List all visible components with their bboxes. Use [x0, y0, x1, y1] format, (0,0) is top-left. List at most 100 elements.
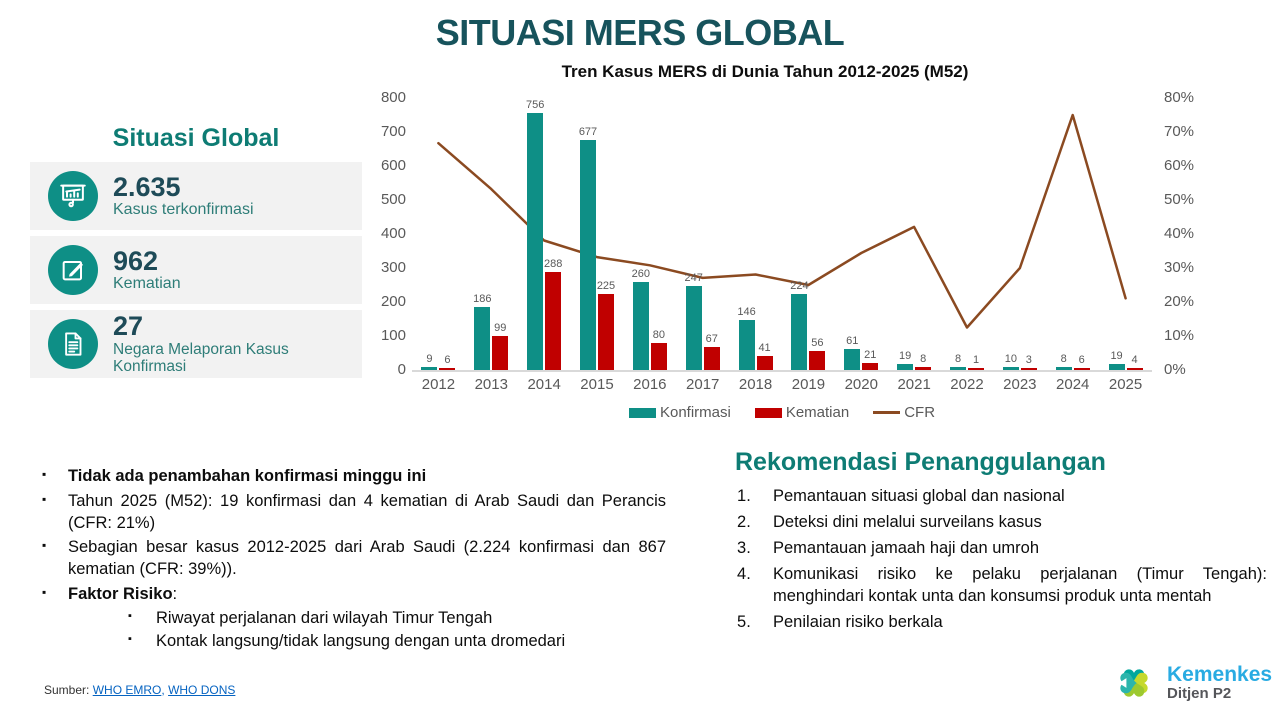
- bar-label: 61: [846, 335, 859, 348]
- bar-kematian-2015: [598, 293, 614, 370]
- bar-kematian-2022: [968, 368, 984, 370]
- bar-konfirmasi-2015: [580, 139, 596, 370]
- stat-card-countries: 27 Negara Melaporan Kasus Konfirmasi: [30, 310, 362, 378]
- bar-label: 56: [811, 336, 824, 349]
- x-axis-label: 2019: [791, 376, 826, 393]
- bar-label: 10: [1004, 352, 1017, 365]
- kemenkes-clover-icon: [1118, 669, 1148, 697]
- source-line: Sumber: WHO EMRO, WHO DONS: [44, 683, 236, 697]
- note-risk-factors: Faktor Risiko: Riwayat perjalanan dari w…: [36, 584, 666, 653]
- bar-konfirmasi-2025: [1108, 363, 1125, 370]
- bar-label: 225: [596, 279, 616, 292]
- who-emro-link[interactable]: WHO EMRO: [92, 683, 162, 697]
- logo-sub-text: Ditjen P2: [1167, 685, 1232, 703]
- x-axis-label: 2014: [527, 376, 561, 393]
- bar-label: 19: [1110, 349, 1123, 362]
- bar-konfirmasi-2018: [738, 320, 755, 370]
- stat-card-confirmed: 2.635 Kasus terkonfirmasi: [30, 162, 362, 230]
- bar-konfirmasi-2016: [632, 281, 649, 370]
- x-axis-label: 2022: [950, 376, 984, 393]
- countries-label: Negara Melaporan Kasus Konfirmasi: [113, 340, 289, 376]
- chart-title: Tren Kasus MERS di Dunia Tahun 2012-2025…: [561, 62, 969, 81]
- bar-kematian-2024: [1073, 367, 1090, 370]
- bar-label: 67: [705, 333, 718, 346]
- note-saudi: Sebagian besar kasus 2012-2025 dari Arab…: [36, 537, 666, 581]
- bar-konfirmasi-2022: [950, 367, 966, 370]
- bar-label: 288: [543, 258, 563, 271]
- bar-label: 8: [954, 353, 962, 366]
- recommendation-item: Penilaian risiko berkala: [737, 612, 943, 634]
- bar-konfirmasi-2013: [474, 306, 491, 370]
- bar-label: 6: [1078, 353, 1085, 366]
- bar-konfirmasi-2014: [527, 112, 544, 370]
- bar-konfirmasi-2017: [685, 286, 702, 370]
- bar-konfirmasi-2019: [791, 293, 808, 370]
- countries-count: 27: [113, 311, 144, 342]
- recommendation-item: Komunikasi risiko ke pelaku perjalanan (…: [737, 564, 1267, 605]
- recommendations-heading: Rekomendasi Penanggulangan: [735, 448, 1106, 476]
- bar-label: 41: [758, 342, 771, 355]
- bar-konfirmasi-2024: [1055, 367, 1072, 370]
- legend-item-konfirmasi: Konfirmasi: [628, 404, 731, 421]
- bar-label: 21: [864, 348, 877, 361]
- bar-label: 80: [652, 328, 665, 341]
- bar-kematian-2016: [650, 342, 667, 370]
- chart-right-axis: 0% 10% 20% 30% 40% 50% 60% 70% 80%: [1164, 89, 1195, 378]
- cfr-line: [437, 113, 1127, 329]
- page-title: SITUASI MERS GLOBAL: [435, 12, 845, 53]
- risk-factor-camel: Kontak langsung/tidak langsung dengan un…: [128, 631, 666, 653]
- legend-item-kematian: Kematian: [754, 404, 849, 421]
- source-label: Sumber:: [44, 683, 90, 697]
- x-axis-label: 2013: [474, 376, 508, 393]
- note-no-new-cases: Tidak ada penambahan konfirmasi minggu i…: [36, 466, 666, 488]
- bar-kematian-2017: [703, 347, 720, 370]
- bar-kematian-2012: [439, 367, 456, 370]
- bar-label: 99: [494, 322, 507, 335]
- bar-label: 247: [684, 272, 703, 285]
- x-axis-label: 2016: [633, 376, 667, 393]
- bar-konfirmasi-2021: [897, 363, 914, 370]
- bar-kematian-2019: [809, 350, 826, 370]
- recommendation-item: Pemantauan jamaah haji dan umroh: [737, 538, 1040, 560]
- presentation-chart-icon: [48, 171, 98, 221]
- bar-label: 6: [444, 353, 451, 366]
- bar-kematian-2020: [862, 362, 879, 370]
- kemenkes-logo: Kemenkes Ditjen P2: [1108, 657, 1272, 709]
- x-axis-label: 2023: [1003, 376, 1037, 393]
- global-panel-heading: Situasi Global: [112, 124, 280, 152]
- legend-item-cfr: CFR: [873, 404, 935, 421]
- mers-trend-chart: Tren Kasus MERS di Dunia Tahun 2012-2025…: [368, 60, 1208, 436]
- who-dons-link[interactable]: WHO DONS: [168, 683, 236, 697]
- recommendations-section: Rekomendasi Penanggulangan Pemantauan si…: [735, 448, 1267, 638]
- notes-list: Tidak ada penambahan konfirmasi minggu i…: [36, 466, 666, 653]
- recommendations-list: Pemantauan situasi global dan nasional D…: [735, 486, 1267, 634]
- chart-legend: Konfirmasi Kematian CFR: [412, 404, 1152, 421]
- confirmed-label: Kasus terkonfirmasi: [113, 201, 254, 219]
- bar-label: 9: [426, 352, 433, 365]
- bar-konfirmasi-2020: [844, 349, 861, 370]
- x-axis-label: 2012: [421, 376, 456, 393]
- stat-card-deaths: 962 Kematian: [30, 236, 362, 304]
- x-axis-label: 2021: [897, 376, 931, 393]
- deaths-label: Kematian: [113, 275, 181, 293]
- x-axis-label: 2020: [844, 376, 878, 393]
- bar-label: 186: [473, 292, 492, 305]
- deaths-count: 962: [113, 245, 159, 276]
- document-icon: [48, 319, 98, 369]
- bar-label: 3: [1025, 354, 1032, 366]
- bar-kematian-2013: [492, 336, 509, 370]
- x-axis-label: 2018: [738, 376, 773, 393]
- bar-konfirmasi-2023: [1002, 366, 1019, 370]
- x-axis-label: 2015: [580, 376, 614, 393]
- bar-kematian-2018: [756, 356, 773, 370]
- bar-label: 1: [972, 354, 980, 366]
- recommendation-item: Pemantauan situasi global dan nasional: [737, 486, 1065, 508]
- x-axis-label: 2025: [1108, 376, 1143, 393]
- bar-label: 224: [790, 279, 809, 292]
- bar-label: 19: [899, 349, 912, 362]
- chart-plot-area: 9 186 756 677 260 247 146 224 61 19 8 10 8 19 6 99 288 22…: [412, 98, 1152, 372]
- chart-left-axis: 0 100 200 300 400 500 600 700 800: [380, 89, 406, 378]
- bar-label: 677: [578, 125, 598, 138]
- x-axis-label: 2017: [686, 376, 720, 393]
- x-axis-label: 2024: [1056, 376, 1090, 393]
